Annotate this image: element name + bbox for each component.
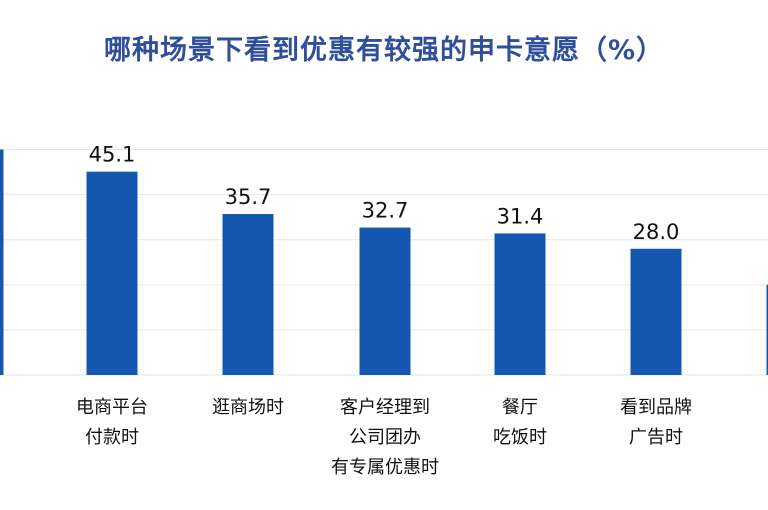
- category-label-5-1: 广告时: [629, 427, 683, 448]
- bar-1: [86, 171, 138, 375]
- value-label-4: 31.4: [497, 204, 544, 228]
- bar-5: [630, 248, 682, 375]
- bar-2: [222, 214, 274, 375]
- category-label-3-0: 客户经理到: [340, 397, 430, 418]
- category-label-5-0: 看到品牌: [620, 397, 692, 418]
- category-label-2-0: 逛商场时: [212, 397, 284, 418]
- category-label-1-1: 付款时: [85, 427, 139, 448]
- value-label-1: 45.1: [89, 143, 136, 167]
- category-label-3-1: 公司团办: [349, 427, 421, 448]
- category-label-4-0: 餐厅: [502, 397, 538, 418]
- category-label-4-1: 吃饭时: [493, 427, 547, 448]
- category-label-1-0: 电商平台: [76, 397, 148, 418]
- bar-6: [766, 284, 768, 375]
- value-label-2: 35.7: [225, 185, 272, 209]
- chart-title: 哪种场景下看到优惠有较强的申卡意愿（%）: [103, 35, 665, 66]
- value-label-5: 28.0: [633, 220, 680, 244]
- value-label-3: 32.7: [362, 199, 409, 223]
- bar-3: [359, 227, 411, 375]
- bar-0: [0, 149, 4, 375]
- bar-4: [494, 233, 546, 375]
- category-label-3-2: 有专属优惠时: [331, 457, 439, 478]
